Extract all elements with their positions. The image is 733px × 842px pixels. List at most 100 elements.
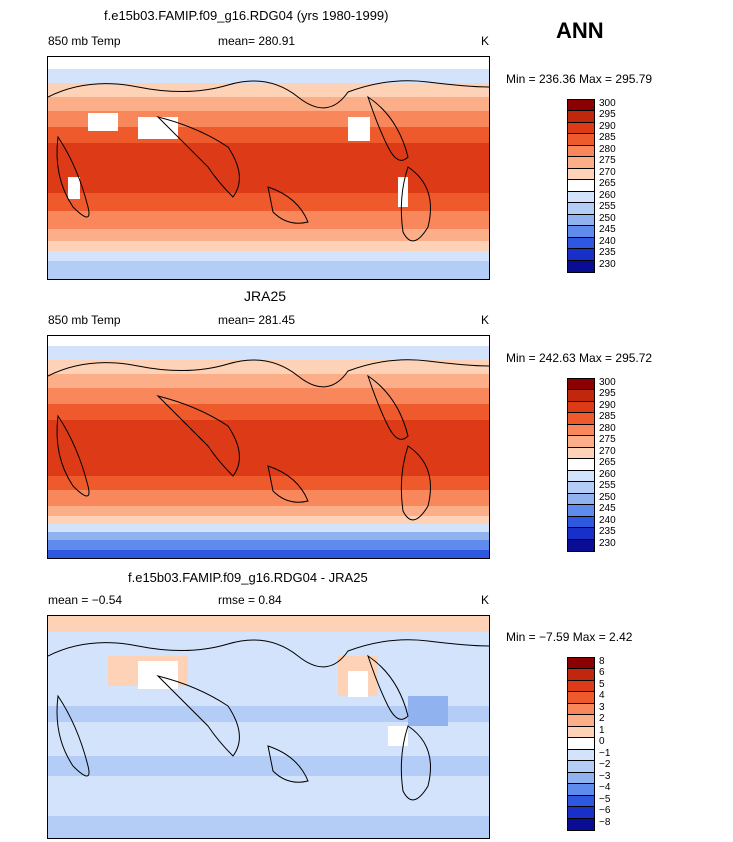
colorbar-tick-label: 270 xyxy=(599,445,616,457)
map-band xyxy=(48,388,489,404)
panel3-mean: mean = −0.54 xyxy=(48,593,123,607)
diff-patch xyxy=(48,616,489,632)
colorbar-tick-label: 1 xyxy=(599,724,605,736)
map-band xyxy=(48,550,489,558)
colorbar-cell xyxy=(568,134,594,146)
colorbar-cell xyxy=(568,539,594,551)
colorbar-cell xyxy=(568,249,594,261)
colorbar-cell xyxy=(568,413,594,425)
colorbar-cell xyxy=(568,390,594,402)
map-band xyxy=(48,57,489,69)
colorbar-tick-label: 255 xyxy=(599,201,616,213)
colorbar-tick-label: 8 xyxy=(599,656,605,667)
map-band xyxy=(48,229,489,241)
colorbar-tick-label: 260 xyxy=(599,189,616,201)
colorbar-cell xyxy=(568,715,594,727)
panel1-mean: mean= 280.91 xyxy=(218,34,296,48)
map-band xyxy=(48,97,489,111)
colorbar-tick-label: −6 xyxy=(599,805,611,817)
colorbar-tick-label: 5 xyxy=(599,678,605,690)
colorbar-tick-label: 290 xyxy=(599,399,616,411)
colorbar-tick-label: 300 xyxy=(599,377,616,388)
colorbar-tick-label: 275 xyxy=(599,434,616,446)
colorbar-tick-label: 230 xyxy=(599,258,616,270)
colorbar-cell xyxy=(568,401,594,414)
colorbar-tick-label: 3 xyxy=(599,701,605,713)
coastlines xyxy=(48,359,489,521)
colorbar-tick-label: −8 xyxy=(599,816,611,828)
map-band xyxy=(48,524,489,532)
colorbar-tick-label: 6 xyxy=(599,667,605,679)
colorbar-tick-label: 250 xyxy=(599,212,616,224)
colorbar-tick-label: 2 xyxy=(599,713,605,725)
missing-patch xyxy=(388,726,408,746)
season-label: ANN xyxy=(556,18,604,43)
colorbar-tick-label: 255 xyxy=(599,480,616,492)
colorbar-tick-label: 4 xyxy=(599,690,605,702)
panel3-units: K xyxy=(481,593,490,607)
colorbar-tick-label: 270 xyxy=(599,166,616,178)
map-band xyxy=(48,261,489,279)
colorbar-tick-label: 300 xyxy=(599,98,616,109)
missing-patch xyxy=(348,671,368,697)
colorbar-cell xyxy=(568,168,594,181)
panel2-map xyxy=(47,335,490,559)
colorbar-cell xyxy=(568,180,594,192)
colorbar-cell xyxy=(568,203,594,215)
colorbar-cell xyxy=(568,145,594,158)
colorbar-tick-label: 250 xyxy=(599,491,616,503)
colorbar-cell xyxy=(568,226,594,238)
colorbar-tick-label: −1 xyxy=(599,747,611,759)
panel2-colorbar xyxy=(567,378,595,552)
colorbar-cell xyxy=(568,749,594,762)
colorbar-cell xyxy=(568,761,594,773)
colorbar-tick-label: 265 xyxy=(599,178,616,190)
colorbar-cell xyxy=(568,100,594,112)
missing-patch xyxy=(348,117,370,141)
colorbar-cell xyxy=(568,528,594,540)
panel1-units: K xyxy=(481,34,490,48)
colorbar-tick-label: 230 xyxy=(599,537,616,549)
panel1-colorbar xyxy=(567,99,595,273)
colorbar-tick-label: 290 xyxy=(599,120,616,132)
map-band xyxy=(48,490,489,506)
colorbar-cell xyxy=(568,459,594,471)
colorbar-tick-label: −5 xyxy=(599,793,611,805)
colorbar-tick-label: 280 xyxy=(599,143,616,155)
colorbar-cell xyxy=(568,505,594,517)
panel1-minmax: Min = 236.36 Max = 295.79 xyxy=(506,72,653,86)
map-band xyxy=(48,83,489,97)
colorbar-tick-label: 0 xyxy=(599,736,605,748)
missing-patch xyxy=(138,117,178,139)
missing-patch xyxy=(68,177,80,199)
map-band xyxy=(48,506,489,516)
map-band xyxy=(48,346,489,360)
map-band xyxy=(48,374,489,388)
colorbar-cell xyxy=(568,818,594,830)
colorbar-cell xyxy=(568,447,594,460)
colorbar-tick-label: 260 xyxy=(599,468,616,480)
missing-patch xyxy=(398,177,408,207)
colorbar-cell xyxy=(568,669,594,681)
colorbar-cell xyxy=(568,784,594,796)
colorbar-tick-label: 275 xyxy=(599,155,616,167)
colorbar-cell xyxy=(568,493,594,506)
panel1-title: f.e15b03.FAMIP.f09_g16.RDG04 (yrs 1980-1… xyxy=(104,8,389,23)
colorbar-tick-label: −3 xyxy=(599,770,611,782)
colorbar-tick-label: 280 xyxy=(599,422,616,434)
panel3-colorbar xyxy=(567,657,595,831)
panel1-map xyxy=(47,56,490,280)
colorbar-cell xyxy=(568,807,594,819)
colorbar-cell xyxy=(568,726,594,739)
map-band xyxy=(48,336,489,346)
diff-patch xyxy=(48,816,489,838)
colorbar-cell xyxy=(568,516,594,529)
colorbar-cell xyxy=(568,680,594,693)
coastlines xyxy=(48,639,489,801)
panel2-mean: mean= 281.45 xyxy=(218,313,296,327)
colorbar-cell xyxy=(568,424,594,437)
colorbar-tick-label: 240 xyxy=(599,235,616,247)
map-band xyxy=(48,540,489,550)
panel2-units: K xyxy=(481,313,490,327)
colorbar-cell xyxy=(568,111,594,123)
